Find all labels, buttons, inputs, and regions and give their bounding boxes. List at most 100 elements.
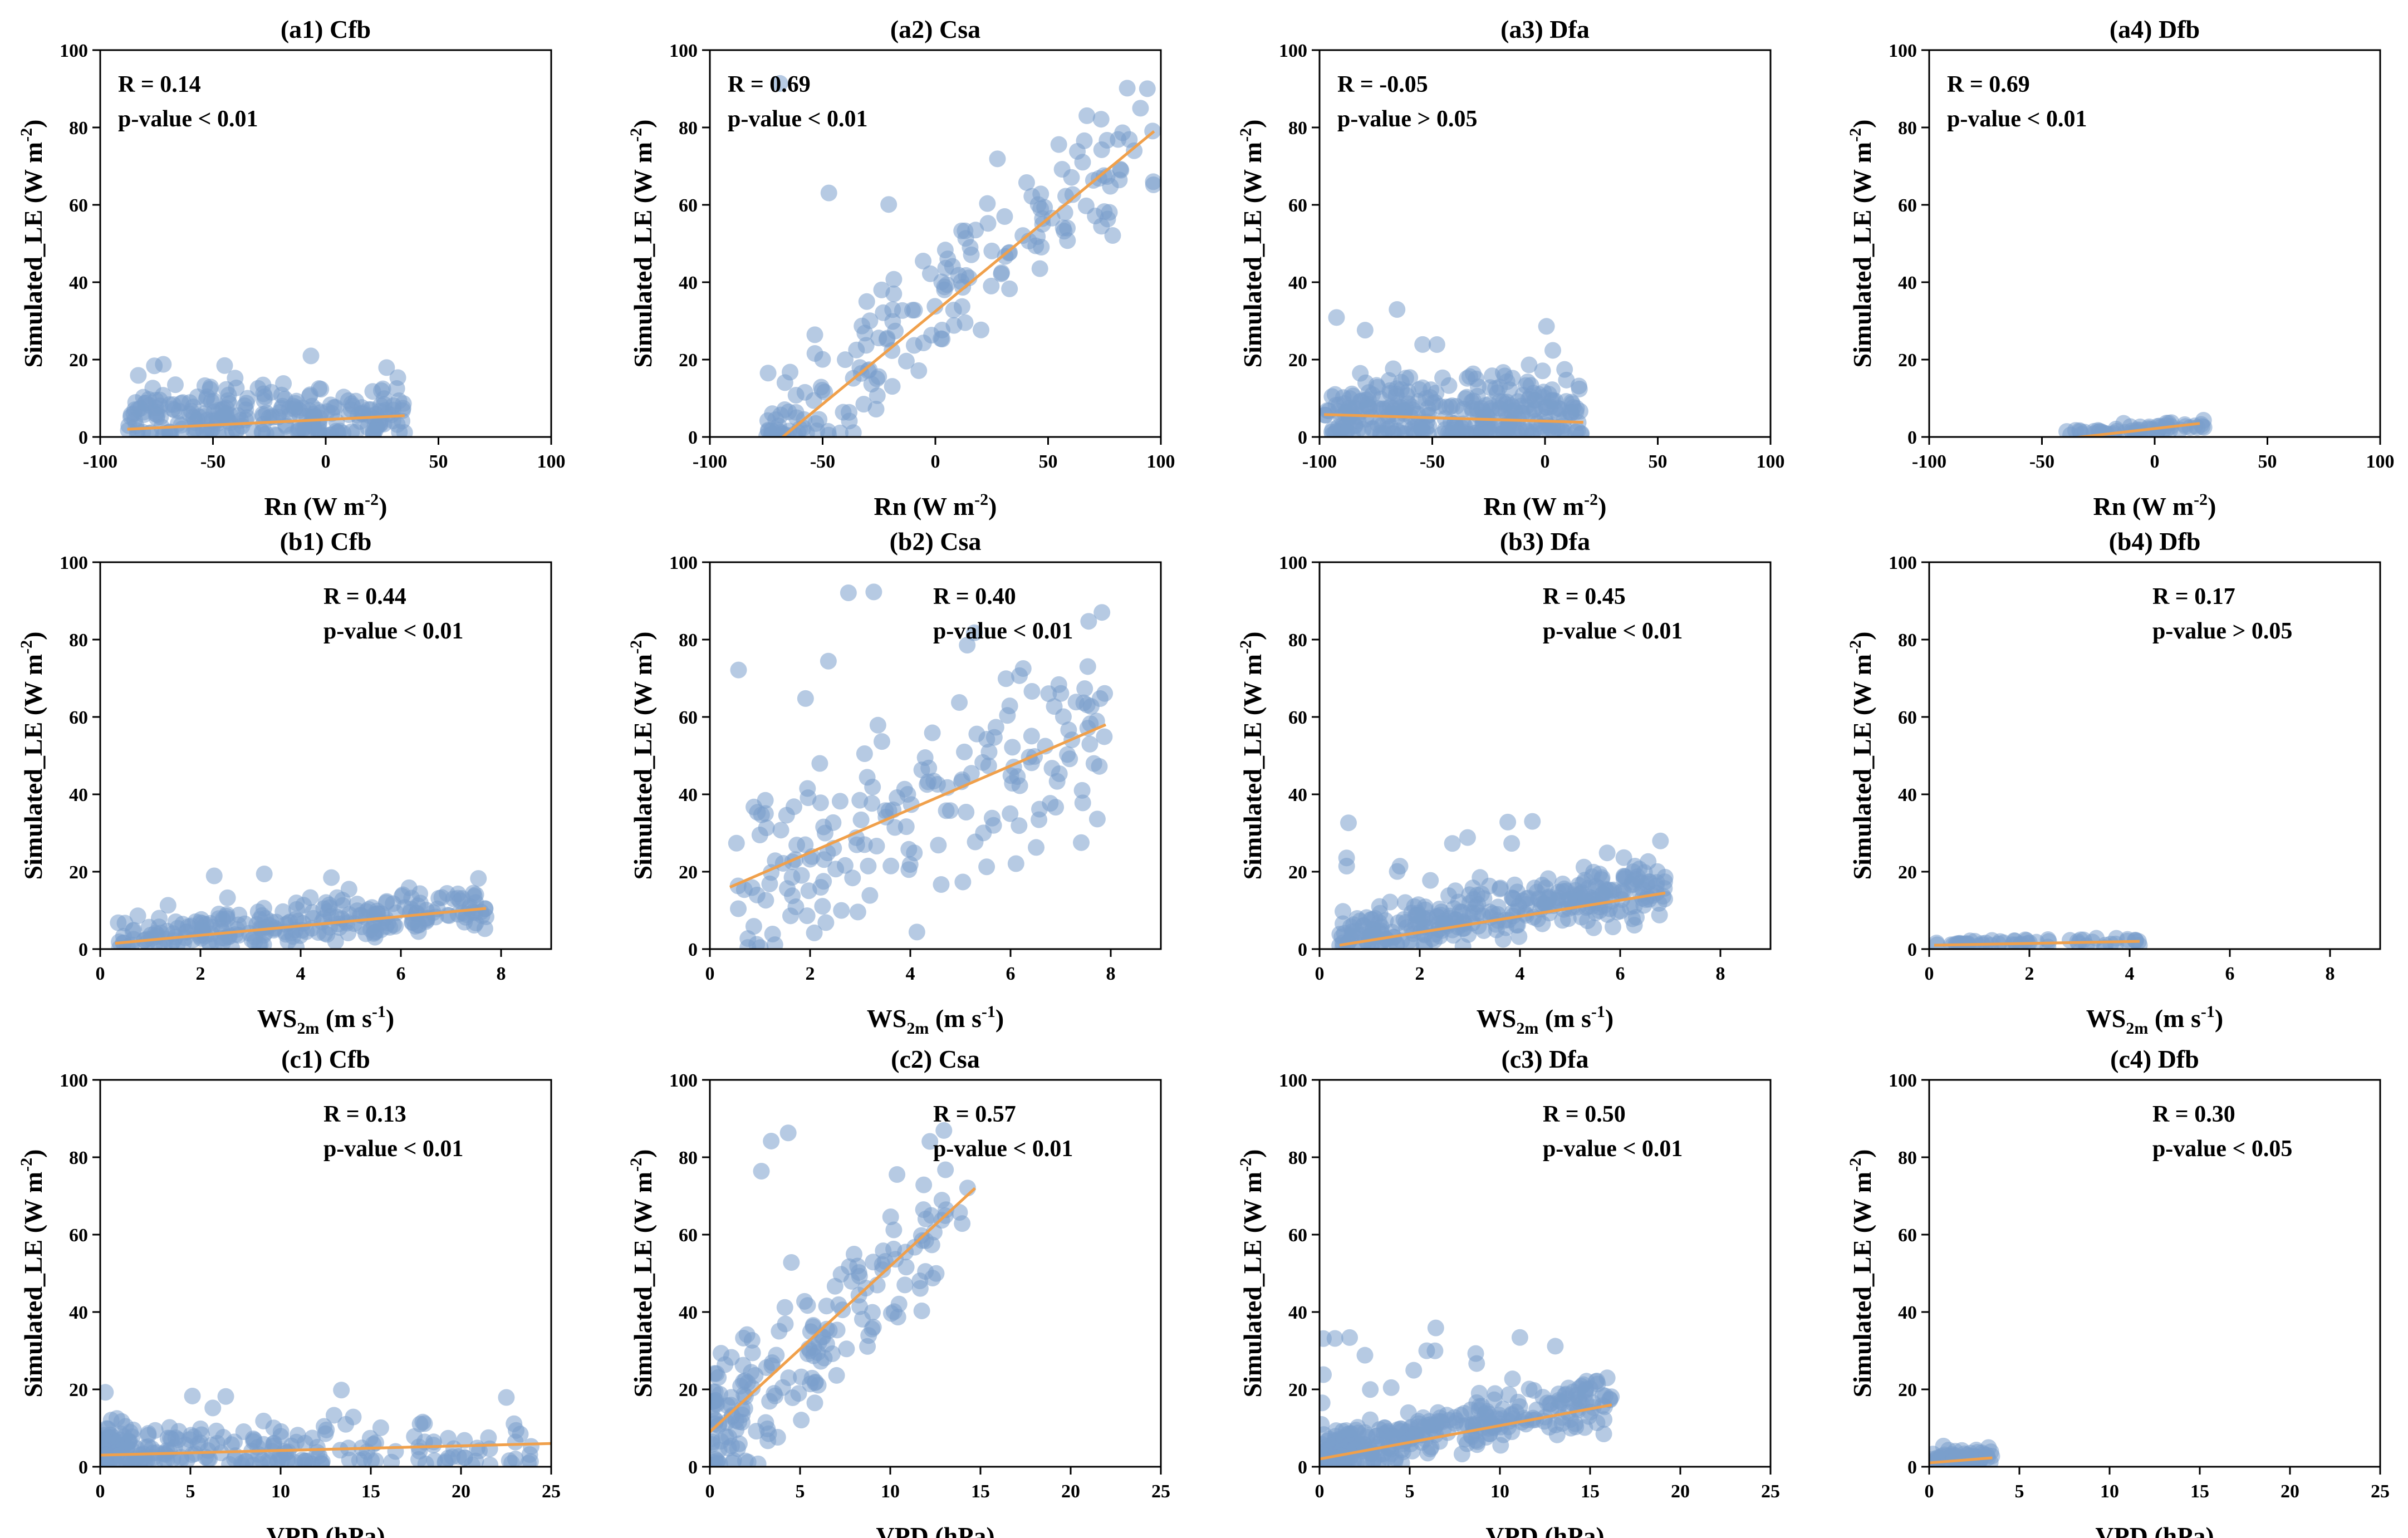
data-point xyxy=(464,903,482,921)
data-point xyxy=(813,382,831,399)
y-tick-label: 100 xyxy=(1889,41,1917,61)
data-point xyxy=(1439,1424,1456,1441)
data-point xyxy=(349,896,366,913)
data-point xyxy=(1375,1445,1392,1462)
y-tick-label: 80 xyxy=(69,1148,88,1168)
data-point xyxy=(2062,426,2080,437)
data-point xyxy=(884,313,901,330)
x-axis-label: VPD (hPa) xyxy=(876,1522,994,1538)
data-point xyxy=(363,1452,380,1467)
data-point xyxy=(759,365,777,382)
data-point xyxy=(770,417,787,434)
panel-title: (c3) Dfa xyxy=(1501,1045,1588,1073)
data-point xyxy=(1504,1370,1521,1388)
data-point xyxy=(364,383,381,400)
data-point xyxy=(760,1425,777,1442)
data-point xyxy=(779,1124,797,1142)
y-tick-label: 0 xyxy=(1298,940,1307,960)
data-point xyxy=(951,1204,968,1221)
data-point xyxy=(217,1388,234,1405)
y-tick-label: 20 xyxy=(1898,1380,1917,1401)
data-point xyxy=(1492,1437,1509,1454)
data-point xyxy=(1050,136,1067,153)
data-point xyxy=(898,1259,915,1276)
data-point xyxy=(845,1245,862,1262)
data-point xyxy=(800,789,817,807)
y-axis-label: Simulated_LE (W m-2) xyxy=(17,632,47,880)
data-point xyxy=(129,907,146,925)
data-point xyxy=(836,857,854,874)
x-tick-label: 5 xyxy=(186,1481,195,1502)
y-tick-label: 60 xyxy=(1898,1225,1917,1246)
y-tick-label: 20 xyxy=(679,350,698,371)
data-point xyxy=(937,1161,954,1178)
data-point xyxy=(174,916,192,933)
data-point xyxy=(1073,782,1091,799)
data-point xyxy=(439,907,457,924)
data-point xyxy=(997,670,1014,687)
data-point xyxy=(869,387,886,404)
x-tick-label: 10 xyxy=(2100,1481,2119,1502)
data-point xyxy=(833,902,850,919)
data-point xyxy=(1470,1384,1488,1402)
data-point xyxy=(999,707,1016,724)
data-point xyxy=(1603,882,1620,900)
y-tick-label: 0 xyxy=(79,940,88,960)
x-tick-label: 20 xyxy=(452,1481,470,1502)
data-point xyxy=(507,1433,524,1451)
data-point xyxy=(1326,386,1343,403)
data-point xyxy=(886,819,904,836)
data-point xyxy=(875,1242,892,1260)
x-tick-label: 100 xyxy=(537,451,566,472)
data-point xyxy=(469,1439,486,1457)
r-annotation: R = 0.45 xyxy=(1543,584,1626,610)
data-point xyxy=(905,337,923,354)
data-point xyxy=(1031,260,1048,277)
data-point xyxy=(870,368,887,385)
data-point xyxy=(1059,746,1076,763)
data-point xyxy=(1077,197,1095,214)
data-point xyxy=(800,882,817,900)
r-annotation: R = 0.14 xyxy=(118,72,201,97)
panel-title: (a2) Csa xyxy=(890,15,980,43)
data-point xyxy=(1320,1366,1332,1383)
data-point xyxy=(1413,421,1430,437)
data-point xyxy=(216,357,233,374)
data-point xyxy=(325,1407,342,1424)
data-point xyxy=(333,1382,350,1399)
data-point xyxy=(1345,387,1362,405)
data-point xyxy=(854,1310,871,1328)
data-point xyxy=(913,1302,930,1319)
p-annotation: p-value < 0.01 xyxy=(1543,1136,1683,1162)
data-point xyxy=(880,196,898,213)
data-point xyxy=(204,1399,222,1417)
data-point xyxy=(1409,905,1426,922)
data-point xyxy=(1504,890,1522,907)
p-annotation: p-value < 0.01 xyxy=(1947,106,2087,132)
y-tick-label: 40 xyxy=(1288,1303,1307,1323)
data-point xyxy=(1379,1430,1396,1447)
y-tick-label: 20 xyxy=(1288,350,1307,371)
data-point xyxy=(938,1201,955,1218)
data-point xyxy=(1514,386,1532,404)
plot-frame xyxy=(709,1079,1162,1468)
y-tick-label: 40 xyxy=(69,785,88,805)
fit-line xyxy=(1339,891,1666,947)
x-tick-label: 5 xyxy=(2015,1481,2024,1502)
data-point xyxy=(979,195,996,212)
data-point xyxy=(347,392,365,410)
data-point xyxy=(378,359,395,376)
r-annotation: R = 0.44 xyxy=(323,584,406,610)
panel-title: (a4) Dfb xyxy=(2110,15,2200,43)
data-point xyxy=(1004,739,1021,756)
x-tick-label: -50 xyxy=(1420,451,1445,472)
data-point xyxy=(764,926,781,943)
data-point xyxy=(1053,161,1071,178)
x-tick-label: 20 xyxy=(1061,1481,1080,1502)
panel-title: (b2) Csa xyxy=(890,527,982,556)
data-point xyxy=(1027,237,1044,254)
data-point xyxy=(978,858,995,876)
data-point xyxy=(1434,369,1451,386)
data-point xyxy=(1588,1414,1606,1432)
data-point xyxy=(811,755,828,772)
